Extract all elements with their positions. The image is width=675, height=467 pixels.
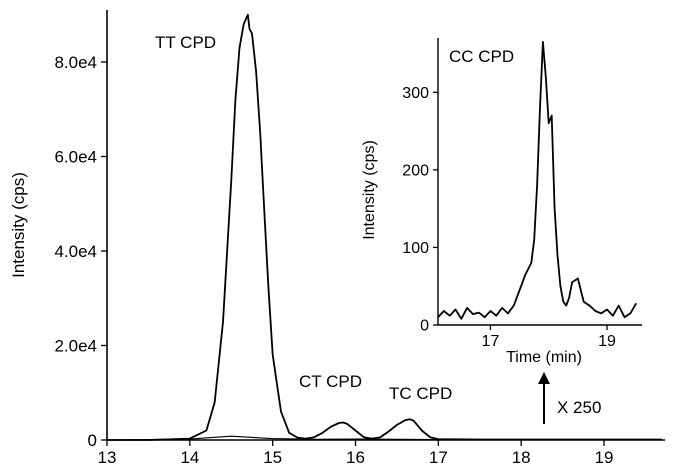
y-tick-label: 8.0e4 bbox=[54, 53, 97, 72]
series-line-1 bbox=[106, 435, 662, 441]
y-tick-label: 2.0e4 bbox=[54, 336, 97, 355]
main-y-axis-label: Intensity (cps) bbox=[9, 172, 28, 278]
x-tick-label: 18 bbox=[512, 448, 531, 467]
x-tick-label: 19 bbox=[598, 333, 616, 350]
x-tick-label: 19 bbox=[595, 448, 614, 467]
y-tick-label: 6.0e4 bbox=[54, 147, 97, 166]
y-tick-label: 0 bbox=[88, 431, 97, 450]
y-tick-label: 4.0e4 bbox=[54, 242, 97, 261]
x-tick-label: 14 bbox=[180, 448, 199, 467]
x-tick-label: 13 bbox=[98, 448, 117, 467]
annotation-tc-cpd: TC CPD bbox=[389, 384, 452, 403]
y-tick-label: 100 bbox=[402, 240, 429, 257]
annotation-cc-cpd: CC CPD bbox=[449, 47, 514, 66]
inset-x-axis-label: Time (min) bbox=[506, 349, 582, 366]
x-tick-label: 16 bbox=[346, 448, 365, 467]
annotation-ct-cpd: CT CPD bbox=[299, 372, 362, 391]
y-tick-label: 200 bbox=[402, 162, 429, 179]
main-chart: 13 14 15 16 17 18 19 0 2.0e4 4.0e4 6.0e4 8.0e4 Int… bbox=[9, 10, 665, 467]
inset-chart: 17 19 0 100 200 300 Intensity (cps) Time (mi… bbox=[361, 38, 642, 366]
x-tick-label: 15 bbox=[263, 448, 282, 467]
y-tick-label: 0 bbox=[420, 318, 429, 335]
inset-y-axis-label: Intensity (cps) bbox=[361, 140, 378, 240]
x-tick-label: 17 bbox=[482, 333, 500, 350]
y-tick-label: 300 bbox=[402, 85, 429, 102]
x-tick-label: 17 bbox=[429, 448, 448, 467]
annotation-x250: X 250 bbox=[557, 398, 601, 417]
x250-arrow-head bbox=[538, 372, 550, 384]
series-line-0 bbox=[107, 13, 662, 441]
annotation-tt-cpd: TT CPD bbox=[155, 33, 216, 52]
series-line-0 bbox=[437, 41, 637, 320]
